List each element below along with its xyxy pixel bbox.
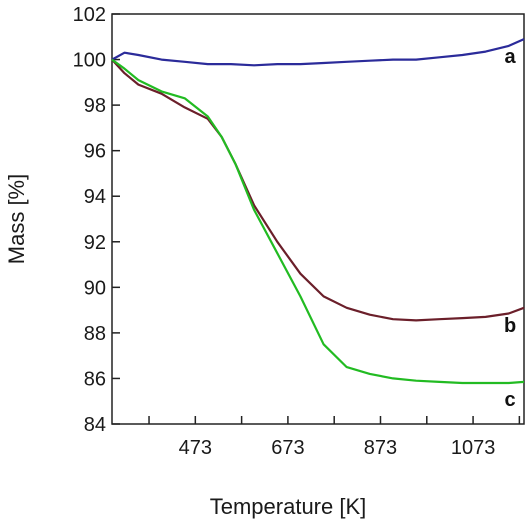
y-tick-label: 90 — [84, 277, 106, 299]
series-label-b: b — [504, 315, 516, 337]
y-tick-label: 94 — [84, 186, 106, 208]
x-tick-label: 873 — [364, 437, 397, 459]
series-labels: a b c — [504, 46, 517, 411]
y-tick-label: 98 — [84, 95, 106, 117]
series-label-c: c — [505, 389, 516, 411]
y-tick-label: 102 — [73, 4, 106, 26]
series-label-a: a — [505, 46, 517, 68]
series-layer — [111, 38, 525, 385]
y-tick-label: 84 — [84, 414, 106, 436]
y-tick-label: 88 — [84, 323, 106, 345]
y-tick-label: 100 — [73, 50, 106, 72]
x-tick-label: 1073 — [451, 437, 496, 459]
y-tick-label: 92 — [84, 232, 106, 254]
x-axis-title: Temperature [K] — [210, 494, 367, 519]
x-tick-label: 473 — [179, 437, 212, 459]
series-line-b — [111, 58, 525, 322]
series-line-c — [111, 58, 525, 385]
plot-border — [111, 13, 525, 425]
series-line-a — [111, 38, 525, 67]
x-tick-label: 673 — [271, 437, 304, 459]
y-tick-label: 86 — [84, 368, 106, 390]
y-tick-label: 96 — [84, 141, 106, 163]
y-axis-ticks: 84 86 88 90 92 94 96 98 100 102 — [73, 4, 120, 436]
y-axis-title: Mass [%] — [4, 174, 29, 264]
plot-frame — [111, 13, 525, 425]
x-axis-ticks: 473 673 873 1073 — [148, 416, 521, 459]
